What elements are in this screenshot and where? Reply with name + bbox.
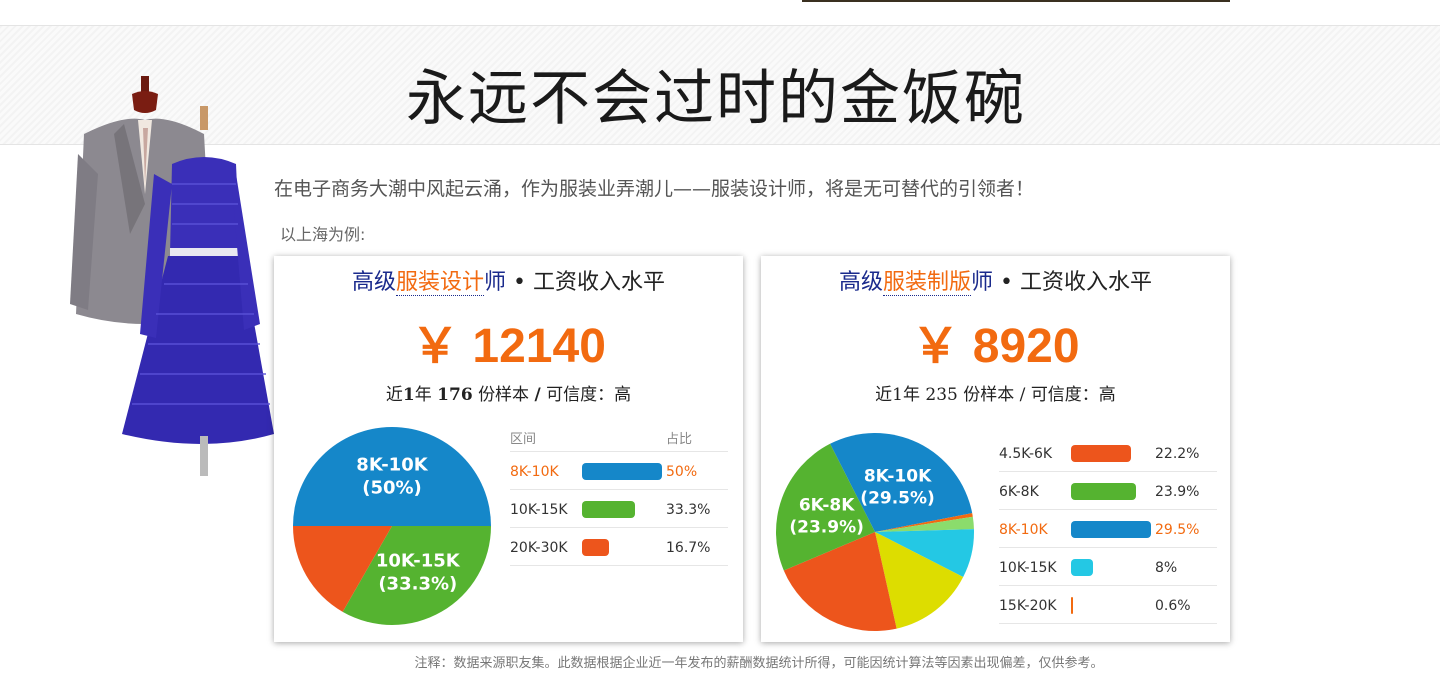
pie-slice [293, 427, 491, 526]
salary-card-patternmaker: 高级服装制版师 • 工资收入水平 ￥ 8920 近1年 235 份样本 / 可信… [761, 256, 1230, 642]
legend-header: 区间 占比 [510, 428, 728, 452]
pie-slice-label: 8K-10K [864, 467, 932, 487]
salary-amount: ￥ 8920 [911, 320, 1080, 373]
legend-percent: 23.9% [1155, 484, 1200, 500]
legend-row: 20K-30K 16.7% [510, 528, 728, 566]
salary-pie-chart: 8K-10K(50%) 10K-15K(33.3%) [293, 427, 491, 625]
pie-slice [342, 526, 491, 625]
pie-slice [875, 532, 964, 629]
banner: 永远不会过时的金饭碗 [0, 25, 1440, 145]
legend-bar [1071, 559, 1093, 576]
sample-info: 近1年 235 份样本 / 可信度：高 [875, 385, 1116, 405]
legend-bar [1071, 597, 1073, 614]
pie-slice [830, 433, 973, 532]
footnote: 注释：数据来源职友集。此数据根据企业近一年发布的薪酬数据统计所得，可能因统计算法… [414, 656, 1104, 671]
title-suffix: 师 [484, 270, 507, 295]
pie-slice [875, 516, 974, 532]
legend-range: 8K-10K [510, 464, 559, 480]
salary-legend: 4.5K-6K 22.2% 6K-8K 23.9% 8K-10K 29.5% 10K-15K… [999, 434, 1217, 624]
pie-slice [293, 526, 392, 612]
pie-slice-percent: (50%) [362, 478, 422, 499]
title-highlight: 服装制版 [883, 270, 972, 296]
legend-row: 6K-8K 23.9% [999, 472, 1217, 510]
banner-title: 永远不会过时的金饭碗 [406, 64, 1026, 134]
intro-text: 在电子商务大潮中风起云涌，作为服装业弄潮儿——服装设计师，将是无可替代的引领者！ [274, 178, 1035, 200]
legend-bar [582, 539, 609, 556]
legend-row: 10K-15K 33.3% [510, 490, 728, 528]
legend-bar [582, 501, 636, 518]
legend-row: 10K-15K 8% [999, 548, 1217, 586]
pie-slice [875, 529, 974, 578]
salary-card-designer: 高级服装设计师 • 工资收入水平 ￥ 12140 近1年 176 份样本 / 可… [274, 256, 743, 642]
legend-bar [1071, 521, 1151, 538]
legend-range: 4.5K-6K [999, 446, 1053, 462]
legend-percent: 50% [666, 464, 698, 480]
legend-range: 10K-15K [510, 502, 568, 518]
pie-slice [875, 513, 973, 532]
pie-slice-percent: (33.3%) [378, 574, 457, 595]
legend-row: 8K-10K 50% [510, 452, 728, 490]
pie-slice-percent: (23.9%) [789, 517, 864, 537]
sample-info: 近1年 176 份样本 / 可信度：高 [385, 385, 632, 405]
legend-row: 4.5K-6K 22.2% [999, 434, 1217, 472]
mannequins-illustration [70, 76, 274, 476]
legend-range: 6K-8K [999, 484, 1039, 500]
example-label: 以上海为例: [280, 225, 366, 244]
title-rest: 工资收入水平 [533, 270, 666, 295]
legend-bar [582, 463, 662, 480]
pie-slice-label: 6K-8K [799, 495, 855, 515]
card-title: 高级服装设计师 • 工资收入水平 [351, 270, 666, 296]
title-rest: 工资收入水平 [1020, 270, 1153, 295]
legend-percent: 29.5% [1155, 522, 1200, 538]
pie-slice-percent: (29.5%) [860, 489, 935, 509]
legend-percent: 16.7% [666, 540, 711, 556]
title-highlight: 服装设计 [396, 270, 485, 296]
legend-bar [1071, 445, 1132, 462]
legend-row: 15K-20K 0.6% [999, 586, 1217, 624]
legend-range: 8K-10K [999, 522, 1048, 538]
legend-range: 15K-20K [999, 598, 1057, 614]
title-prefix: 高级 [838, 270, 883, 295]
legend-row: 8K-10K 29.5% [999, 510, 1217, 548]
pie-slice [776, 443, 875, 571]
legend-percent: 33.3% [666, 502, 711, 518]
pie-slice-label: 8K-10K [356, 455, 428, 476]
legend-bar [1071, 483, 1136, 500]
legend-range: 10K-15K [999, 560, 1057, 576]
title-suffix: 师 [971, 270, 994, 295]
legend-percent: 0.6% [1155, 598, 1191, 614]
top-strip [802, 0, 1230, 2]
legend-percent: 22.2% [1155, 446, 1200, 462]
card-title: 高级服装制版师 • 工资收入水平 [838, 270, 1153, 296]
salary-pie-chart: 8K-10K(29.5%)6K-8K(23.9%) [776, 433, 974, 631]
salary-amount: ￥ 12140 [411, 320, 606, 373]
title-prefix: 高级 [351, 270, 396, 295]
legend-range: 20K-30K [510, 540, 568, 556]
pie-slice-label: 10K-15K [376, 551, 461, 572]
legend-percent: 8% [1155, 560, 1178, 576]
salary-legend: 区间 占比 8K-10K 50% 10K-15K 33.3% 20K-30K 16.7% [510, 428, 728, 566]
legend-header-range: 区间 [510, 432, 537, 447]
pie-slice [783, 532, 897, 631]
legend-header-share: 占比 [666, 432, 693, 447]
